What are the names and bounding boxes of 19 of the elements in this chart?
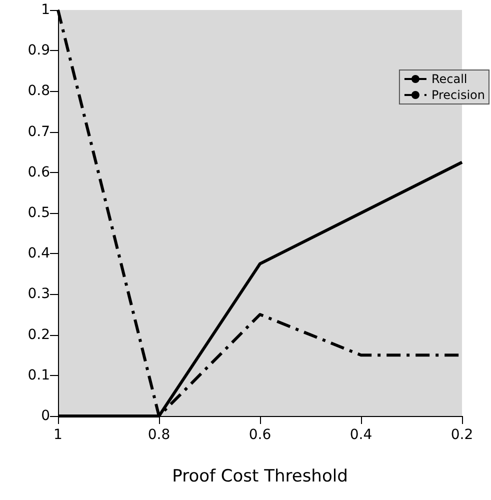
legend-label: Recall	[431, 72, 468, 86]
y-tick-label: 0.1	[28, 367, 50, 384]
x-tick-label: 0.8	[148, 427, 170, 443]
y-tick-label: 1	[41, 2, 50, 18]
y-tick-label: 0.4	[28, 246, 50, 262]
x-axis-title: Proof Cost Threshold	[172, 466, 348, 486]
x-tick-label: 1	[54, 427, 62, 443]
y-tick-label: 0.8	[28, 83, 50, 100]
y-tick-label: 0.3	[28, 286, 50, 302]
x-tick-label: 0.2	[450, 427, 474, 443]
x-tick-label: 0.6	[248, 427, 272, 443]
legend-label: Precision	[431, 88, 486, 102]
y-tick-label: 0.9	[28, 42, 50, 59]
y-tick-label: 0	[41, 408, 50, 424]
y-tick-label: 0.5	[28, 205, 50, 221]
y-tick-label: 0.6	[28, 164, 50, 180]
y-tick-label: 0.7	[28, 124, 50, 140]
x-tick-label: 0.4	[350, 427, 372, 443]
y-tick-label: 0.2	[28, 326, 50, 343]
